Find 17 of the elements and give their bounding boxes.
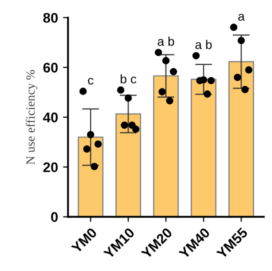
annotation: a b bbox=[195, 40, 212, 50]
annotation: c bbox=[88, 78, 94, 85]
y-tick-label: 40 bbox=[43, 112, 58, 122]
bar bbox=[228, 61, 254, 217]
bar bbox=[190, 78, 216, 217]
bar bbox=[78, 136, 104, 217]
annotation: a bbox=[238, 14, 245, 21]
bar bbox=[115, 113, 142, 217]
annotation: b c bbox=[120, 74, 136, 84]
x-tick-label: YM0 bbox=[70, 227, 98, 254]
y-tick-label: 0 bbox=[51, 212, 58, 222]
y-tick-label: 20 bbox=[43, 162, 58, 172]
y-tick-label: 60 bbox=[43, 62, 58, 73]
bar bbox=[153, 75, 179, 217]
y-axis-title: N use efficiency % bbox=[26, 70, 38, 164]
y-tick-label: 80 bbox=[43, 12, 58, 23]
annotation: a b bbox=[158, 36, 174, 46]
